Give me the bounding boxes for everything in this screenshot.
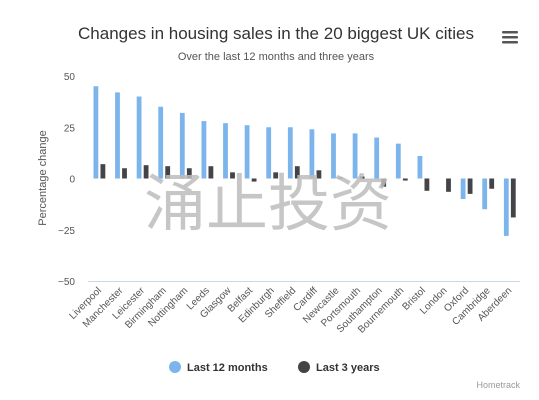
x-axis-labels: LiverpoolManchesterLeicesterBirminghamNo… bbox=[67, 285, 514, 336]
bar-last-12-months-leeds[interactable] bbox=[201, 121, 207, 179]
y-tick-label: 0 bbox=[69, 175, 75, 186]
legend-label-last-12-months: Last 12 months bbox=[187, 362, 268, 374]
bar-last-3-years-manchester[interactable] bbox=[122, 168, 127, 179]
bar-last-3-years-bournemouth[interactable] bbox=[402, 178, 408, 181]
bar-last-12-months-newcastle[interactable] bbox=[331, 133, 336, 179]
bar-last-3-years-cardiff[interactable] bbox=[316, 170, 322, 179]
credits-link[interactable]: Hometrack bbox=[476, 380, 520, 390]
bar-last-3-years-london[interactable] bbox=[446, 178, 451, 192]
bar-last-12-months-bournemouth[interactable] bbox=[395, 143, 401, 179]
bar-last-12-months-birmingham[interactable] bbox=[158, 106, 164, 179]
bar-last-3-years-glasgow[interactable] bbox=[230, 172, 235, 179]
bar-last-3-years-edinburgh[interactable] bbox=[273, 172, 279, 179]
bar-last-3-years-leeds[interactable] bbox=[208, 166, 214, 179]
legend-item-last-3-years[interactable]: Last 3 years bbox=[298, 361, 380, 374]
legend[interactable]: Last 12 months Last 3 years bbox=[169, 361, 380, 374]
bar-last-12-months-nottingham[interactable] bbox=[179, 112, 185, 179]
bar-last-12-months-cambridge[interactable] bbox=[482, 178, 488, 210]
y-tick-label: 50 bbox=[64, 72, 76, 83]
bar-series bbox=[93, 86, 516, 236]
bar-last-3-years-sheffield[interactable] bbox=[294, 166, 300, 179]
bar-last-3-years-cambridge[interactable] bbox=[489, 178, 495, 189]
bar-last-3-years-oxford[interactable] bbox=[467, 178, 473, 194]
chart-title: Changes in housing sales in the 20 bigge… bbox=[78, 24, 474, 43]
y-tick-label: 25 bbox=[64, 123, 76, 134]
bar-last-3-years-liverpool[interactable] bbox=[100, 164, 106, 179]
bar-last-12-months-liverpool[interactable] bbox=[93, 86, 99, 179]
bar-last-12-months-belfast[interactable] bbox=[244, 125, 250, 179]
bar-last-12-months-bristol[interactable] bbox=[417, 155, 423, 179]
y-tick-label: −50 bbox=[58, 277, 75, 288]
bar-last-12-months-portsmouth[interactable] bbox=[352, 133, 358, 179]
watermark: 涌止投资 bbox=[144, 167, 392, 240]
legend-marker-last-12-months bbox=[169, 361, 181, 373]
hamburger-menu-icon[interactable] bbox=[497, 27, 527, 49]
bar-last-12-months-leicester[interactable] bbox=[136, 96, 142, 179]
legend-label-last-3-years: Last 3 years bbox=[316, 362, 380, 374]
bar-last-12-months-southampton[interactable] bbox=[374, 137, 380, 179]
bar-last-3-years-leicester[interactable] bbox=[143, 165, 149, 179]
bar-last-3-years-portsmouth[interactable] bbox=[359, 176, 365, 179]
y-axis-ticks: 50 25 0 −25 −50 bbox=[58, 72, 75, 288]
bar-last-3-years-belfast[interactable] bbox=[251, 178, 257, 182]
bar-last-3-years-bristol[interactable] bbox=[424, 178, 430, 191]
bar-last-12-months-oxford[interactable] bbox=[460, 178, 466, 200]
bar-last-3-years-birmingham[interactable] bbox=[165, 166, 171, 179]
legend-marker-last-3-years bbox=[298, 361, 310, 373]
y-axis-title: Percentage change bbox=[37, 130, 49, 225]
bar-last-12-months-edinburgh[interactable] bbox=[266, 127, 272, 179]
legend-item-last-12-months[interactable]: Last 12 months bbox=[169, 361, 268, 374]
bar-last-3-years-aberdeen[interactable] bbox=[510, 178, 516, 218]
bar-last-3-years-nottingham[interactable] bbox=[186, 168, 192, 179]
bar-last-12-months-manchester[interactable] bbox=[115, 92, 120, 179]
bar-last-12-months-cardiff[interactable] bbox=[309, 129, 315, 179]
chart-subtitle: Over the last 12 months and three years bbox=[178, 51, 375, 63]
y-tick-label: −25 bbox=[58, 226, 75, 237]
bar-last-3-years-newcastle[interactable] bbox=[338, 177, 343, 179]
bar-last-3-years-southampton[interactable] bbox=[381, 178, 387, 187]
bar-last-12-months-glasgow[interactable] bbox=[223, 123, 228, 179]
bar-last-12-months-aberdeen[interactable] bbox=[503, 178, 509, 236]
bar-last-12-months-sheffield[interactable] bbox=[287, 127, 293, 179]
